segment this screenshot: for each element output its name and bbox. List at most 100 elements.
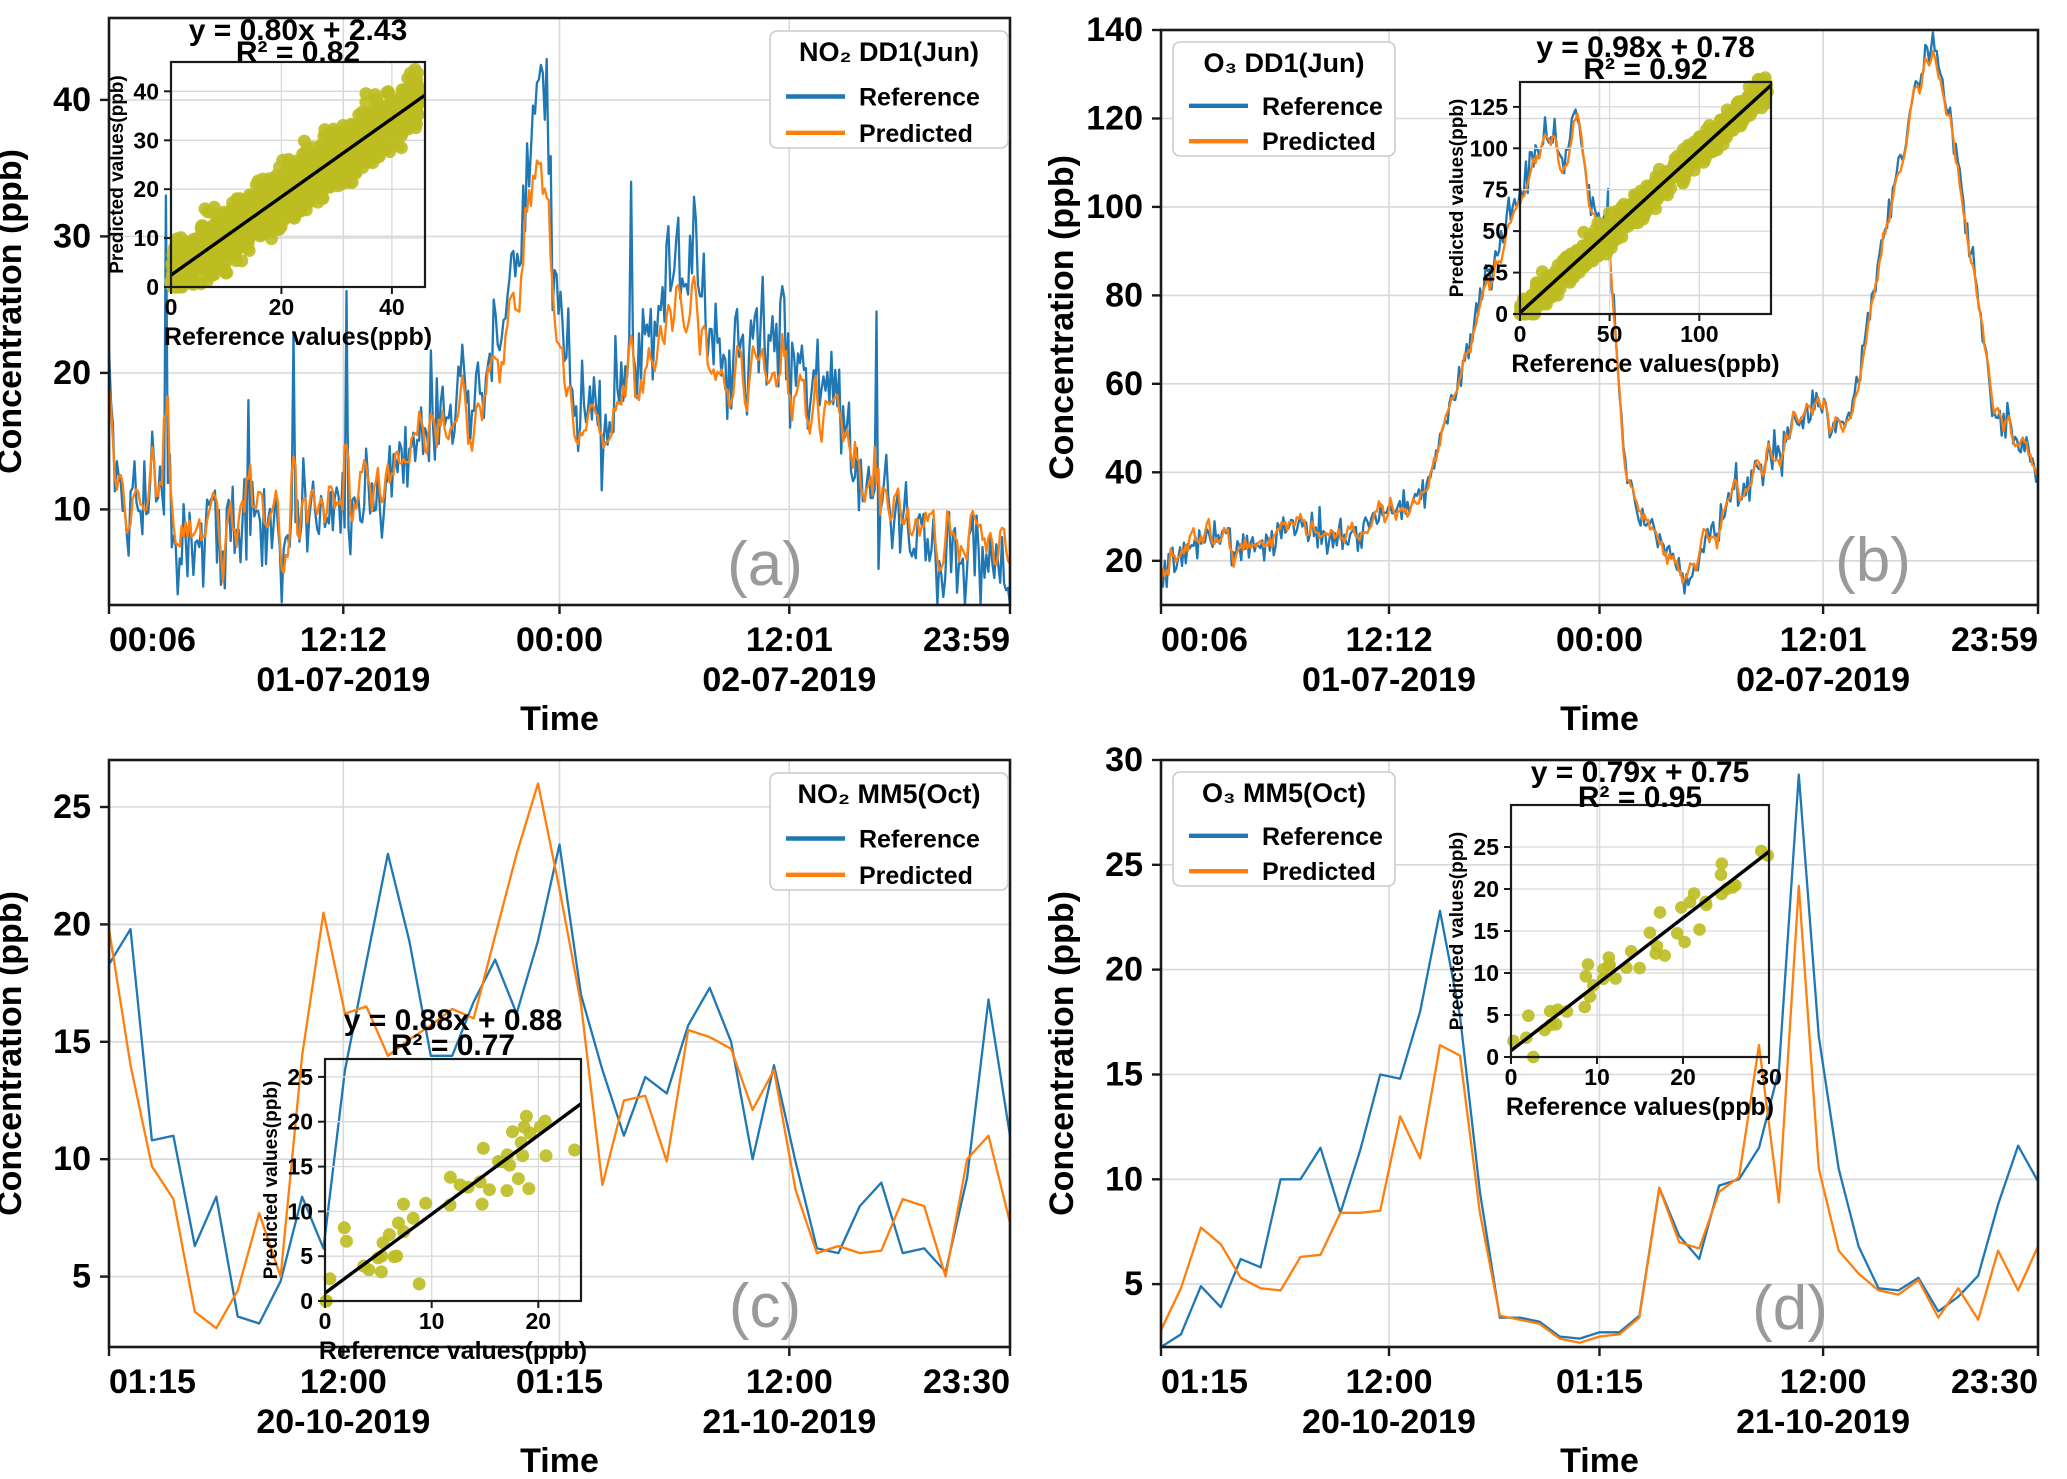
- svg-text:5: 5: [300, 1243, 313, 1269]
- svg-text:R² = 0.92: R² = 0.92: [1583, 53, 1707, 86]
- svg-text:10: 10: [1473, 960, 1499, 986]
- svg-text:12:00: 12:00: [1780, 1363, 1867, 1401]
- svg-text:Predicted: Predicted: [859, 862, 973, 890]
- svg-text:Predicted values(ppb): Predicted values(ppb): [1447, 832, 1468, 1031]
- svg-text:25: 25: [1105, 846, 1143, 884]
- svg-text:10: 10: [53, 490, 91, 528]
- svg-text:5: 5: [1124, 1265, 1143, 1303]
- svg-text:20: 20: [1105, 951, 1143, 989]
- svg-text:10: 10: [133, 225, 159, 251]
- svg-text:12:01: 12:01: [746, 621, 833, 659]
- svg-text:Reference: Reference: [1262, 823, 1383, 851]
- svg-text:30: 30: [133, 127, 159, 153]
- svg-text:23:30: 23:30: [1951, 1363, 2038, 1401]
- svg-text:15: 15: [1473, 918, 1499, 944]
- svg-text:Time: Time: [520, 700, 599, 737]
- svg-text:Time: Time: [520, 1442, 599, 1474]
- svg-text:0: 0: [1486, 1044, 1499, 1070]
- svg-text:100: 100: [1470, 135, 1508, 161]
- svg-text:30: 30: [1756, 1064, 1782, 1090]
- svg-text:20: 20: [1473, 876, 1499, 902]
- svg-text:100: 100: [1086, 188, 1143, 226]
- svg-text:80: 80: [1105, 276, 1143, 314]
- svg-text:Predicted: Predicted: [1262, 128, 1376, 156]
- svg-text:NO₂ MM5(Oct): NO₂ MM5(Oct): [798, 779, 981, 809]
- svg-text:(c): (c): [729, 1272, 801, 1341]
- svg-text:12:12: 12:12: [1346, 621, 1433, 659]
- svg-text:Reference: Reference: [859, 826, 980, 854]
- svg-text:12:12: 12:12: [300, 621, 387, 659]
- svg-text:00:00: 00:00: [1556, 621, 1643, 659]
- svg-text:Predicted: Predicted: [859, 120, 973, 148]
- svg-text:Time: Time: [1560, 1442, 1639, 1474]
- svg-text:12:00: 12:00: [1346, 1363, 1433, 1401]
- svg-text:40: 40: [53, 81, 91, 119]
- svg-text:12:00: 12:00: [746, 1363, 833, 1401]
- svg-text:Concentration (ppb): Concentration (ppb): [1043, 155, 1081, 480]
- svg-text:R² = 0.95: R² = 0.95: [1578, 781, 1702, 814]
- svg-text:20: 20: [53, 354, 91, 392]
- svg-text:120: 120: [1086, 100, 1143, 138]
- svg-text:(d): (d): [1752, 1274, 1828, 1343]
- svg-text:12:01: 12:01: [1780, 621, 1867, 659]
- svg-text:NO₂ DD1(Jun): NO₂ DD1(Jun): [799, 37, 979, 67]
- svg-text:21-10-2019: 21-10-2019: [1736, 1403, 1910, 1441]
- svg-text:01:15: 01:15: [516, 1363, 603, 1401]
- svg-text:R² = 0.82: R² = 0.82: [236, 36, 360, 69]
- svg-text:15: 15: [287, 1154, 313, 1180]
- svg-text:01:15: 01:15: [1556, 1363, 1643, 1401]
- svg-text:01-07-2019: 01-07-2019: [256, 661, 430, 699]
- svg-text:30: 30: [53, 217, 91, 255]
- svg-text:R² = 0.77: R² = 0.77: [391, 1029, 515, 1062]
- svg-text:Concentration (ppb): Concentration (ppb): [1043, 891, 1081, 1216]
- svg-text:01:15: 01:15: [1161, 1363, 1248, 1401]
- svg-text:Concentration (ppb): Concentration (ppb): [0, 891, 29, 1216]
- svg-text:20: 20: [1105, 542, 1143, 580]
- svg-text:(a): (a): [727, 530, 803, 599]
- svg-text:25: 25: [53, 788, 91, 826]
- svg-text:02-07-2019: 02-07-2019: [1736, 661, 1910, 699]
- svg-text:0: 0: [319, 1308, 332, 1334]
- svg-text:23:30: 23:30: [923, 1363, 1010, 1401]
- svg-text:10: 10: [1105, 1160, 1143, 1198]
- svg-text:0: 0: [1514, 321, 1527, 347]
- svg-text:10: 10: [1584, 1064, 1610, 1090]
- svg-text:20: 20: [133, 176, 159, 202]
- svg-text:10: 10: [53, 1140, 91, 1178]
- svg-text:23:59: 23:59: [923, 621, 1010, 659]
- svg-text:Predicted values(ppb): Predicted values(ppb): [261, 1081, 282, 1280]
- svg-text:02-07-2019: 02-07-2019: [702, 661, 876, 699]
- svg-text:60: 60: [1105, 365, 1143, 403]
- svg-text:Time: Time: [1560, 700, 1639, 737]
- svg-text:25: 25: [1482, 260, 1508, 286]
- svg-text:10: 10: [287, 1198, 313, 1224]
- svg-text:20: 20: [53, 905, 91, 943]
- svg-text:Reference values(ppb): Reference values(ppb): [1511, 350, 1779, 378]
- svg-text:25: 25: [287, 1064, 313, 1090]
- svg-text:21-10-2019: 21-10-2019: [702, 1403, 876, 1441]
- svg-text:10: 10: [419, 1308, 445, 1334]
- svg-text:40: 40: [133, 78, 159, 104]
- svg-text:125: 125: [1470, 94, 1509, 120]
- svg-text:0: 0: [300, 1288, 313, 1314]
- svg-text:5: 5: [1486, 1002, 1499, 1028]
- svg-text:(b): (b): [1835, 526, 1911, 595]
- svg-text:20: 20: [269, 294, 295, 320]
- svg-text:O₃ MM5(Oct): O₃ MM5(Oct): [1202, 778, 1366, 808]
- svg-text:Predicted values(ppb): Predicted values(ppb): [1447, 99, 1468, 298]
- svg-text:20: 20: [526, 1308, 552, 1334]
- svg-text:01:15: 01:15: [109, 1363, 196, 1401]
- svg-text:Predicted: Predicted: [1262, 858, 1376, 886]
- svg-text:0: 0: [1495, 301, 1508, 327]
- svg-text:40: 40: [379, 294, 405, 320]
- svg-text:40: 40: [1105, 453, 1143, 491]
- svg-text:Reference: Reference: [859, 84, 980, 112]
- svg-text:20: 20: [1670, 1064, 1696, 1090]
- svg-text:Reference values(ppb): Reference values(ppb): [1506, 1093, 1774, 1121]
- svg-text:5: 5: [72, 1258, 91, 1296]
- svg-text:140: 140: [1086, 11, 1143, 49]
- svg-text:12:00: 12:00: [300, 1363, 387, 1401]
- svg-text:75: 75: [1482, 177, 1508, 203]
- svg-text:0: 0: [1505, 1064, 1518, 1090]
- svg-text:0: 0: [146, 274, 159, 300]
